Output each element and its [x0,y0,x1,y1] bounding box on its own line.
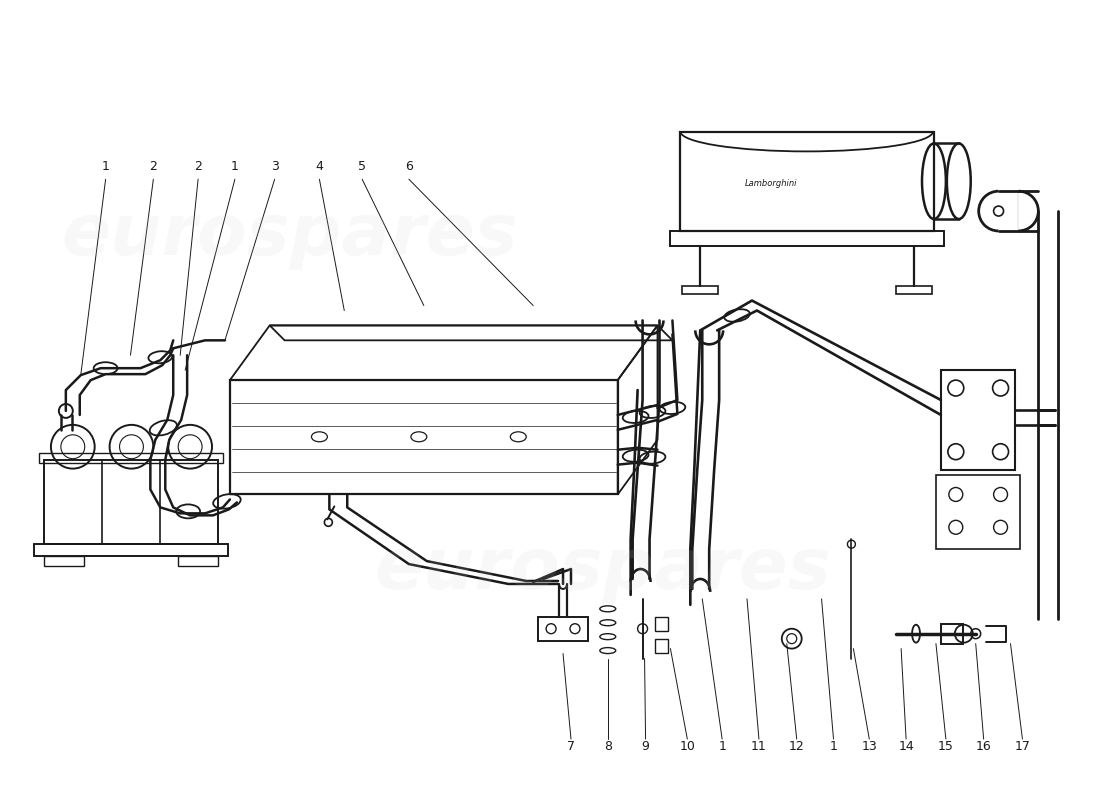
Bar [682,286,718,294]
Bar [538,617,587,641]
Text: 1: 1 [101,160,110,173]
Text: 1: 1 [829,739,837,753]
Bar [39,453,223,462]
Text: 16: 16 [976,739,991,753]
Bar [654,617,669,630]
Text: 8: 8 [604,739,612,753]
Text: 1: 1 [718,739,726,753]
Bar [940,624,962,644]
Bar [654,638,669,653]
Text: 10: 10 [680,739,695,753]
Bar [230,380,618,494]
Bar [670,231,944,246]
Bar [44,460,218,544]
Bar [896,286,932,294]
Bar [681,131,934,231]
Text: 14: 14 [899,739,914,753]
Text: 6: 6 [405,160,412,173]
Text: 11: 11 [751,739,767,753]
Text: eurospares: eurospares [374,534,832,603]
Bar [44,556,84,566]
Text: 2: 2 [195,160,202,173]
Text: 4: 4 [316,160,323,173]
Text: 12: 12 [789,739,804,753]
Text: 2: 2 [150,160,157,173]
Bar [936,474,1021,549]
Text: 15: 15 [938,739,954,753]
Text: Lamborghini: Lamborghini [745,178,798,188]
Text: 7: 7 [566,739,575,753]
Bar [178,556,218,566]
Text: 17: 17 [1014,739,1031,753]
Text: 1: 1 [231,160,239,173]
Text: 5: 5 [359,160,366,173]
Text: 13: 13 [861,739,877,753]
Bar [940,370,1015,470]
Text: 3: 3 [271,160,278,173]
Bar [34,544,228,556]
Text: eurospares: eurospares [62,202,518,270]
Text: 9: 9 [641,739,649,753]
